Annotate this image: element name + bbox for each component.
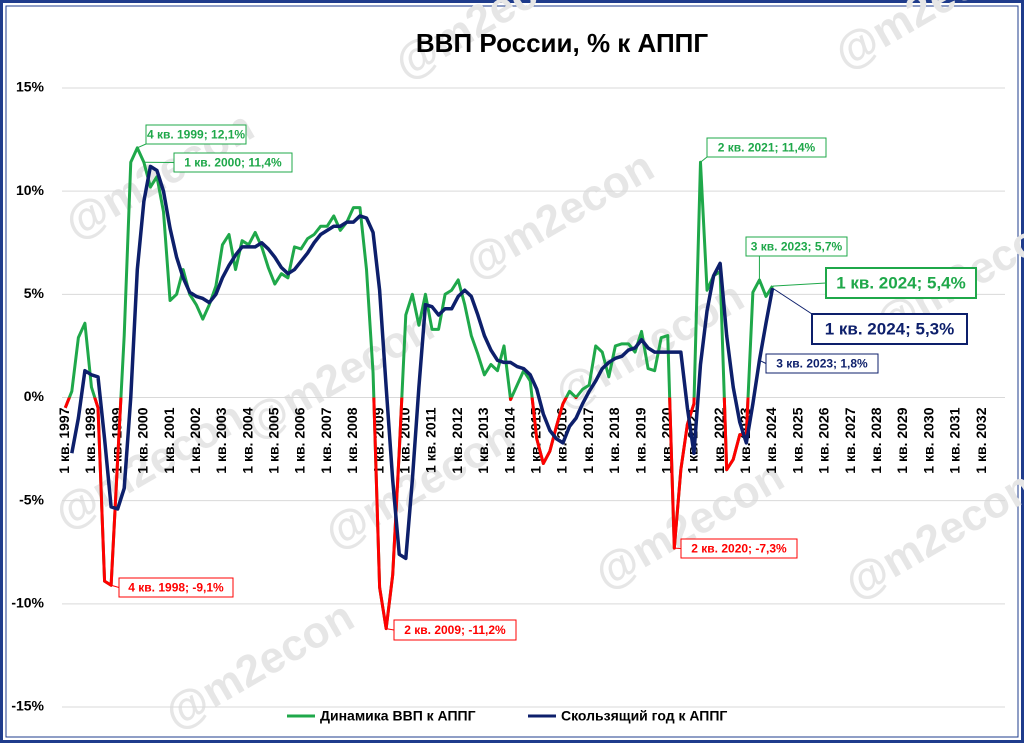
- chart-title: ВВП России, % к АППГ: [416, 28, 708, 58]
- grid: -15% -10% -5% 0% 5% 10% 15% 1 кв. 1997 1 кв. 199…: [11, 79, 1005, 714]
- annotation-text: 2 кв. 2009; -11,2%: [404, 623, 506, 637]
- y-tick-label: 15%: [16, 79, 45, 95]
- x-tick-label: 1 кв. 2032: [973, 407, 989, 473]
- x-tick-label: 1 кв. 2004: [239, 407, 255, 473]
- annotation-leader: [772, 282, 827, 287]
- x-tick-label: 1 кв. 2000: [135, 407, 151, 473]
- y-tick-label: 5%: [24, 285, 45, 301]
- x-tick-label: 1 кв. 2017: [580, 407, 596, 473]
- x-tick-label: 1 кв. 2024: [763, 407, 779, 473]
- x-tick-label: 1 кв. 1998: [82, 407, 98, 473]
- x-tick-label: 1 кв. 2014: [501, 407, 517, 473]
- x-tick-label: 1 кв. 2005: [266, 407, 282, 473]
- annotation-text: 4 кв. 1999; 12,1%: [147, 128, 245, 142]
- annotation-leader: [137, 143, 147, 149]
- annotation-box: [393, 619, 517, 641]
- x-tick-label: 1 кв. 2030: [920, 407, 936, 473]
- x-tick-label: 1 кв. 2015: [527, 407, 543, 473]
- annotations: 4 кв. 1999; 12,1% 1 кв. 2000; 11,4% 4 кв. …: [110, 124, 977, 641]
- annotation-leader: [700, 156, 708, 163]
- x-tick-label: 1 кв. 2009: [370, 407, 386, 473]
- x-tick-label: 1 кв. 2025: [789, 407, 805, 473]
- y-tick-label: -10%: [11, 595, 44, 611]
- x-tick-label: 1 кв. 2007: [318, 407, 334, 473]
- annotation-leader: [386, 628, 395, 631]
- annotation-text: 3 кв. 2023; 1,8%: [776, 357, 868, 371]
- annotation-box: [825, 267, 977, 299]
- plot: [63, 146, 775, 631]
- annotation-leader: [772, 287, 813, 315]
- annotation-box: [745, 236, 848, 257]
- annotation-text: 1 кв. 2000; 11,4%: [184, 156, 282, 170]
- x-tick-label: 1 кв. 2013: [475, 407, 491, 473]
- annotation-box: [145, 124, 247, 145]
- annotation-box: [811, 313, 968, 345]
- legend-label: Динамика ВВП к АППГ: [320, 708, 476, 724]
- annotation-text: 4 кв. 1998; -9,1%: [128, 581, 224, 595]
- annotation-leader: [110, 584, 120, 588]
- y-tick-label: 10%: [16, 182, 45, 198]
- legend-label: Скользящий год к АППГ: [561, 708, 727, 724]
- x-tick-label: 1 кв. 2026: [816, 407, 832, 473]
- x-tick-label: 1 кв. 2011: [423, 407, 439, 473]
- annotation-text: 2 кв. 2020; -7,3%: [691, 542, 787, 556]
- y-tick-label: -5%: [19, 491, 44, 507]
- x-tick-label: 1 кв. 2028: [868, 407, 884, 473]
- annotation-box: [118, 577, 234, 598]
- x-tick-label: 1 кв. 2001: [161, 407, 177, 473]
- annotation-box: [706, 137, 827, 158]
- annotation-text: 2 кв. 2021; 11,4%: [718, 141, 816, 155]
- x-tick-label: 1 кв. 2027: [842, 407, 858, 473]
- annotation-leader: [759, 359, 767, 364]
- x-tick-label: 1 кв. 2003: [213, 407, 229, 473]
- x-tick-label: 1 кв. 2022: [711, 407, 727, 473]
- x-tick-label: 1 кв. 2029: [894, 407, 910, 473]
- x-tick-label: 1 кв. 2008: [344, 407, 360, 473]
- series-line: [70, 164, 775, 561]
- annotation-box: [173, 152, 293, 173]
- x-tick-label: 1 кв. 2031: [947, 407, 963, 473]
- series-line: [63, 146, 774, 631]
- x-tick-label: 1 кв. 2019: [632, 407, 648, 473]
- annotation-text: 1 кв. 2024; 5,3%: [825, 319, 955, 338]
- annotation-box: [680, 538, 798, 559]
- y-tick-label: 0%: [24, 388, 45, 404]
- annotation-text: 3 кв. 2023; 5,7%: [751, 240, 843, 254]
- x-tick-label: 1 кв. 2018: [606, 407, 622, 473]
- x-tick-label: 1 кв. 2002: [187, 407, 203, 473]
- x-tick-label: 1 кв. 1997: [56, 407, 72, 473]
- x-tick-label: 1 кв. 2012: [449, 407, 465, 473]
- x-tick-label: 1 кв. 2006: [292, 407, 308, 473]
- annotation-text: 1 кв. 2024; 5,4%: [836, 273, 966, 292]
- annotation-box: [765, 353, 879, 374]
- y-tick-label: -15%: [11, 698, 44, 714]
- frame-inner: [5, 5, 1019, 738]
